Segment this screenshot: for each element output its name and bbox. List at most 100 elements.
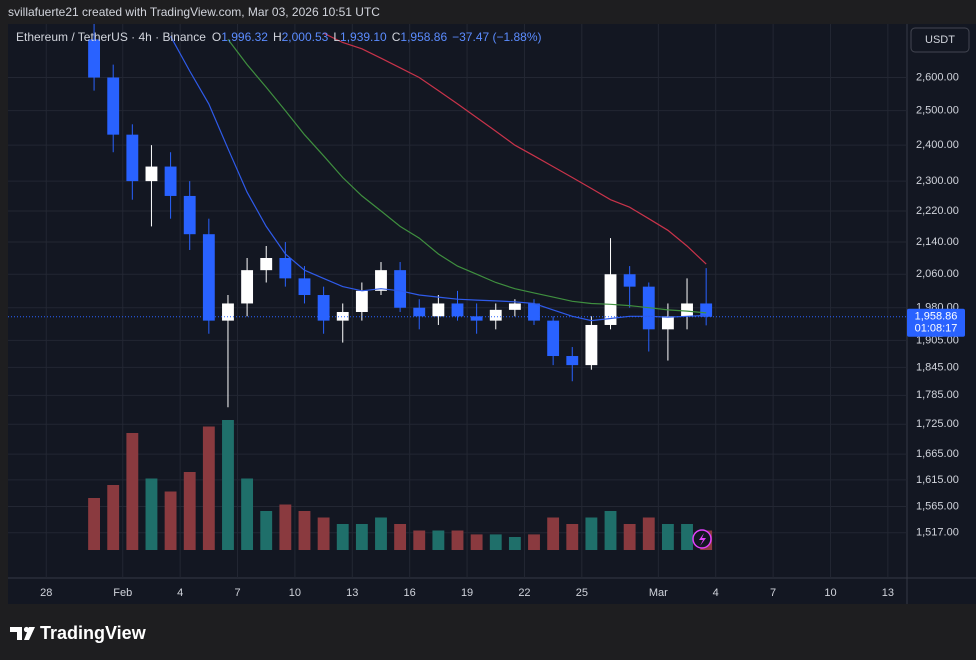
candle-body [241,270,254,304]
volume-bar [604,511,617,550]
y-tick-label: 2,140.00 [916,236,959,248]
legend: Ethereum / TetherUS · 4h · Binance O1,996… [16,30,542,44]
candle-body [298,278,311,296]
legend-value: 1,939.10 [340,30,387,44]
x-tick-label: 19 [461,587,473,599]
volume-bar [470,534,483,550]
moving-average-line [323,32,707,265]
volume-bar [451,530,464,550]
x-tick-label: Mar [649,587,668,599]
legend-label: L [333,30,340,44]
candle-body [489,309,502,321]
candle-body [451,303,464,317]
volume-bar [298,511,311,550]
volume-bar [661,524,674,550]
candle-body [222,303,234,321]
alert-icon-bolt [699,533,706,546]
volume-bar [528,534,540,550]
y-tick-label: 1,785.00 [916,389,959,401]
legend-value: 1,958.86 [400,30,447,44]
y-tick-label: 2,220.00 [916,205,959,217]
legend-value: 2,000.53 [282,30,329,44]
candle-body [375,270,387,291]
candle-body [336,311,349,321]
moving-average-line [170,36,707,322]
axes: 28 Feb 4 7 10 13 16 19 22 25 Mar 4 7 10 13 2,600.00 2,50… [40,71,965,599]
legend-change: −37.47 (−1.88%) [452,30,541,44]
x-tick-label: 7 [234,587,240,599]
volume-bar [279,504,292,550]
y-tick-label: 1,905.00 [916,334,959,346]
volume-bar [547,517,560,550]
moving-average-line [227,39,707,314]
x-tick-label: 25 [576,587,588,599]
last-price-box [907,308,965,337]
x-tick-label: 7 [770,587,776,599]
y-tick-label: 1,845.00 [916,361,959,373]
candle-body [681,303,693,317]
candle-body [164,166,177,196]
currency-button[interactable] [910,27,970,53]
volume-bar [107,485,120,550]
x-tick-label: Feb [113,587,132,599]
y-tick-label: 1,725.00 [916,418,959,430]
candle-body [528,303,540,321]
volume-bar [508,537,521,550]
x-tick-label: 4 [177,587,183,599]
volume-bar [585,517,598,550]
volume-bar [317,517,330,550]
volume-bar [88,498,101,550]
x-tick-label: 22 [518,587,530,599]
candle-body [508,303,521,310]
legend-label: O [212,30,221,44]
candle-body [260,257,273,271]
y-tick-label: 2,300.00 [916,175,959,187]
candle-body [623,274,636,287]
volume-bar [145,478,158,550]
volume-bar [241,478,254,550]
volume-bar [394,524,407,550]
last-price-label: 1,958.86 [915,311,958,323]
x-tick-label: 10 [824,587,836,599]
legend-label: H [273,30,282,44]
volume-bar [413,530,426,550]
x-tick-label: 16 [404,587,416,599]
candle-body [604,274,617,325]
volume-bar [642,517,655,550]
candle-body [279,257,292,279]
legend-value: 1,996.32 [221,30,268,44]
candle-body [317,295,330,321]
y-tick-label: 2,500.00 [916,105,959,117]
volume-bar [222,420,234,550]
y-tick-label: 1,615.00 [916,474,959,486]
plot-area [8,24,907,550]
y-tick-label: 1,517.00 [916,527,959,539]
x-tick-label: 28 [40,587,52,599]
volume-bar [202,426,215,550]
volume-bar [126,433,139,550]
candle-body [183,195,196,235]
candle-body [394,270,407,308]
x-tick-label: 13 [346,587,358,599]
volume-bar [355,524,368,550]
symbol: Ethereum / TetherUS · 4h · Binance [16,30,206,44]
candle-body [107,77,120,135]
candle-body [413,307,426,317]
candle-body [202,234,215,321]
volume-bar [164,491,177,550]
candle-body [126,134,139,182]
y-tick-label: 1,665.00 [916,448,959,460]
volume-bar [336,524,349,550]
volume-bar [375,517,387,550]
candle-body [432,303,445,317]
currency[interactable]: USDT [925,34,955,46]
volume-bar [623,524,636,550]
volume-bar [681,524,693,550]
caption: svillafuerte21 created with TradingView.… [8,5,380,19]
volume-bar [489,534,502,550]
candle-body [355,290,368,312]
volume-bar [566,524,579,550]
y-tick-label: 2,600.00 [916,71,959,83]
